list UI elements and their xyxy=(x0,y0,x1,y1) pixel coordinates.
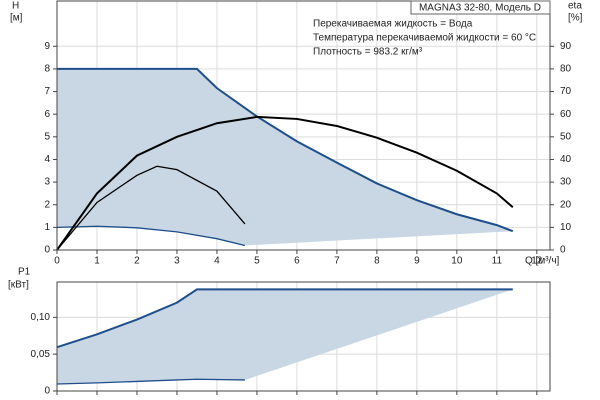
curve xyxy=(57,67,514,233)
title-box xyxy=(410,0,551,15)
y2-tick-label: 70 xyxy=(560,86,572,97)
operating-range xyxy=(57,68,513,246)
x-tick-label: 0 xyxy=(54,256,60,267)
plot-frame xyxy=(56,281,551,392)
x-tick-label: 10 xyxy=(451,256,463,267)
annotation: Температура перекачиваемой жидкости = 60… xyxy=(313,33,536,44)
curve xyxy=(56,225,246,247)
curve xyxy=(56,165,246,251)
curve xyxy=(56,115,514,251)
y2-tick-label: 40 xyxy=(560,154,572,165)
x-axis-label: Q [м³/ч] xyxy=(525,256,560,267)
y2-tick-label: 10 xyxy=(560,222,572,233)
chart-title: MAGNA3 32-80, Модель D xyxy=(419,3,541,14)
y-tick-label: 9 xyxy=(44,41,50,52)
y2-axis-label: eta xyxy=(568,1,582,12)
x-tick-label: 1 xyxy=(94,256,100,267)
y-tick-label: 7 xyxy=(44,86,50,97)
y2-tick-label: 30 xyxy=(560,177,572,188)
annotation: Плотность = 983.2 кг/м³ xyxy=(313,47,423,58)
y-tick-label: 1 xyxy=(44,222,50,233)
x-tick-label: 7 xyxy=(334,256,340,267)
y-tick-label: 0 xyxy=(44,386,50,397)
x-tick-label: 12 xyxy=(531,256,543,267)
annotation: Перекачиваемая жидкость = Вода xyxy=(313,19,473,30)
x-tick-label: 6 xyxy=(294,256,300,267)
y2-tick-label: 20 xyxy=(560,199,572,210)
y2-axis-label: [%] xyxy=(568,13,583,24)
y2-tick-label: 60 xyxy=(560,109,572,120)
x-tick-label: 4 xyxy=(214,256,220,267)
y2-tick-label: 50 xyxy=(560,131,572,142)
curve xyxy=(56,288,513,349)
x-tick-label: 5 xyxy=(254,256,260,267)
y2-tick-label: 0 xyxy=(560,245,566,256)
y-axis-label: [кВт] xyxy=(8,280,29,291)
plot-frame xyxy=(56,0,551,251)
x-tick-label: 2 xyxy=(134,256,140,267)
y-axis-label: H xyxy=(12,1,19,12)
y-tick-label: 4 xyxy=(44,154,50,165)
x-tick-label: 9 xyxy=(414,256,420,267)
curve xyxy=(56,378,245,385)
y-tick-label: 0,05 xyxy=(31,349,51,360)
y-tick-label: 6 xyxy=(44,109,50,120)
x-tick-label: 11 xyxy=(492,256,503,267)
y-axis-label: P1 xyxy=(18,267,31,278)
y-tick-label: 5 xyxy=(44,131,50,142)
y-tick-label: 8 xyxy=(44,64,50,75)
y-tick-label: 3 xyxy=(44,177,50,188)
y2-tick-label: 90 xyxy=(560,41,572,52)
x-tick-label: 8 xyxy=(374,256,380,267)
x-tick-label: 3 xyxy=(174,256,180,267)
y-tick-label: 2 xyxy=(44,199,50,210)
operating-range xyxy=(57,289,513,385)
y-tick-label: 0,10 xyxy=(31,312,51,323)
y-axis-label: [м] xyxy=(10,13,23,24)
y2-tick-label: 80 xyxy=(560,64,572,75)
y-tick-label: 0 xyxy=(44,245,50,256)
